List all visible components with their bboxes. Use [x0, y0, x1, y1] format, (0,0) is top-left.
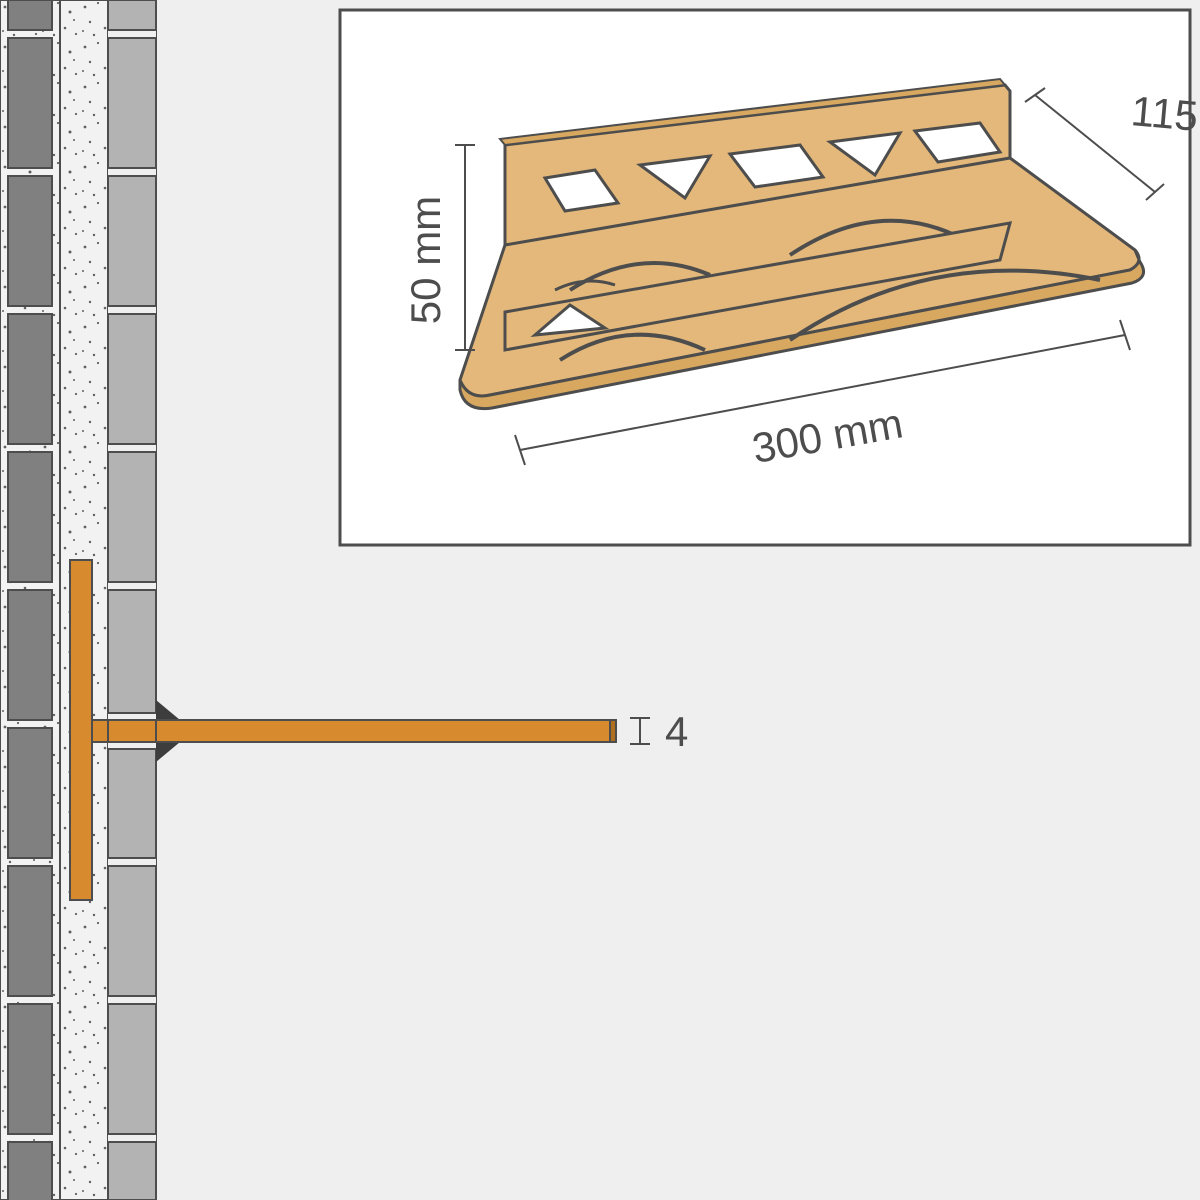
tile-side-strips [8, 0, 52, 1200]
technical-diagram: 4 [0, 0, 1200, 1200]
inset-panel: 50 mm 300 mm 115 [340, 10, 1200, 545]
thickness-label: 4 [665, 708, 688, 755]
depth-label: 115 [1129, 87, 1200, 140]
height-label: 50 mm [402, 196, 449, 324]
